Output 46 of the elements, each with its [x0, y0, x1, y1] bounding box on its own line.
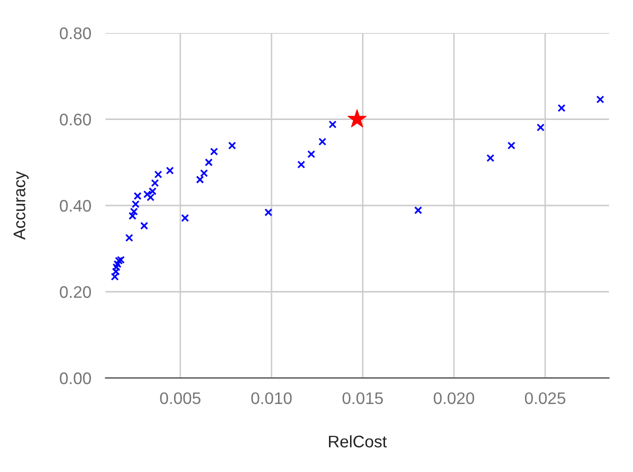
x-tick-label: 0.010 — [251, 392, 292, 404]
point — [204, 158, 213, 166]
point — [414, 206, 422, 214]
point — [210, 148, 218, 156]
point — [150, 179, 159, 188]
point — [507, 142, 516, 150]
point — [116, 256, 125, 264]
point — [200, 169, 208, 178]
point — [114, 256, 123, 265]
point — [130, 208, 138, 216]
point — [558, 104, 566, 112]
point — [486, 154, 494, 162]
point — [154, 170, 162, 178]
point — [536, 123, 545, 132]
point — [128, 212, 136, 220]
y-tick-label: 0.60 — [60, 114, 91, 126]
y-tick-label: 0.20 — [60, 286, 91, 298]
point — [110, 272, 119, 281]
x-tick-label: 0.005 — [160, 392, 200, 404]
point — [112, 268, 120, 276]
point — [112, 263, 120, 272]
y-axis-title: Accuracy — [14, 171, 29, 240]
y-tick-label: 0.80 — [60, 27, 91, 40]
point — [596, 95, 604, 104]
point — [132, 200, 140, 208]
point — [196, 176, 204, 184]
point — [347, 109, 367, 128]
point — [114, 260, 122, 268]
point — [228, 142, 236, 150]
x-tick-label: 0.015 — [342, 392, 383, 404]
y-tick-label: 0.40 — [60, 200, 91, 212]
point — [181, 214, 189, 222]
point — [146, 193, 155, 202]
point — [125, 234, 134, 242]
x-tick-label: 0.020 — [434, 392, 474, 404]
point — [134, 192, 142, 200]
point — [318, 138, 326, 146]
point — [307, 150, 316, 158]
point — [166, 166, 174, 175]
x-axis-title: RelCost — [328, 435, 387, 448]
point — [140, 222, 148, 230]
point — [328, 120, 337, 128]
x-tick-label: 0.025 — [524, 392, 566, 404]
point — [264, 208, 272, 216]
point — [297, 160, 306, 168]
y-tick-label: 0.00 — [60, 372, 91, 384]
